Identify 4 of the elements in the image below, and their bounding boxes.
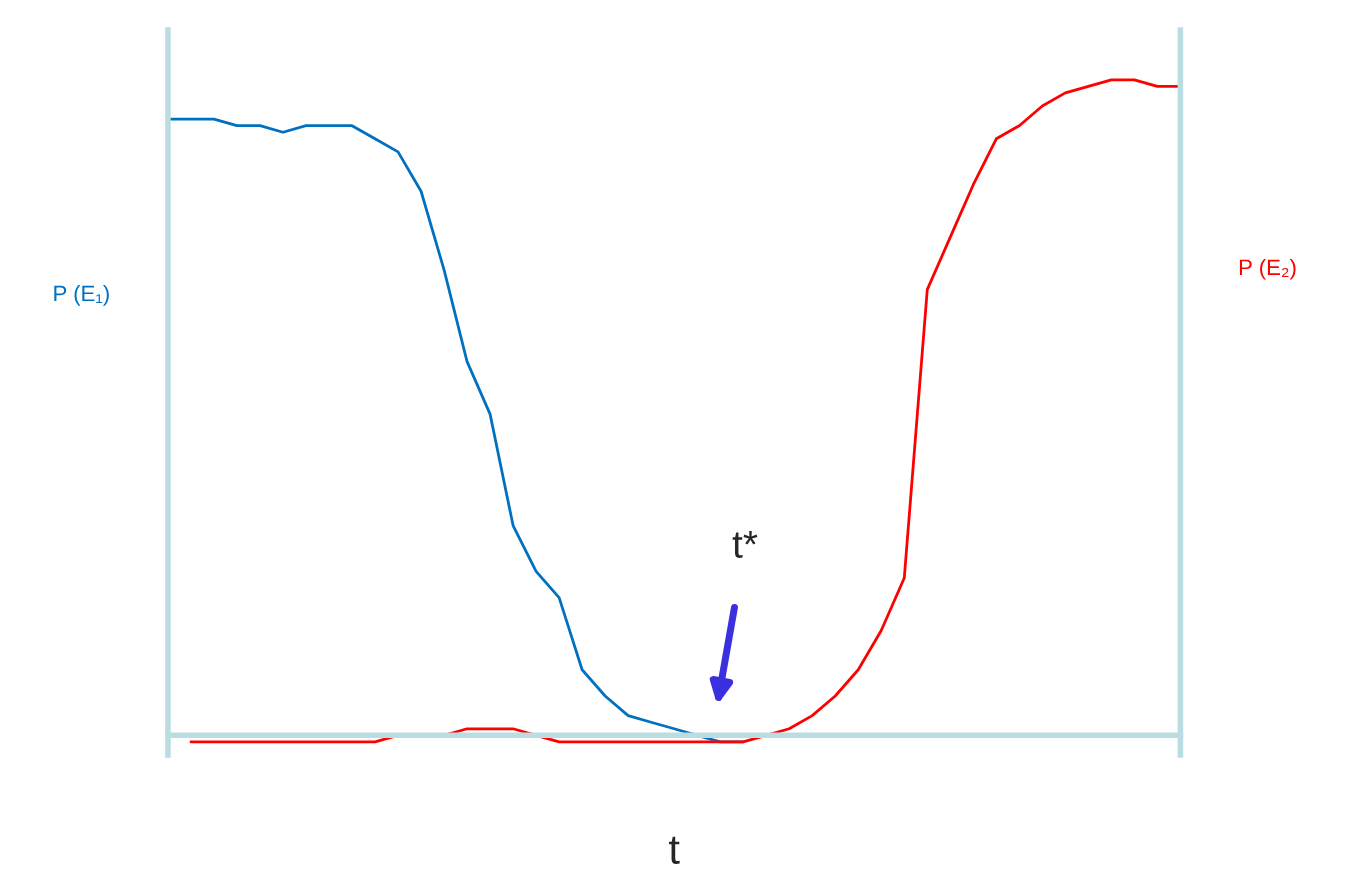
x-axis-title: t — [669, 836, 680, 864]
annotation: t* — [732, 530, 758, 558]
text: P (E₂) — [1239, 258, 1296, 280]
text: P (E₁) — [54, 284, 109, 306]
